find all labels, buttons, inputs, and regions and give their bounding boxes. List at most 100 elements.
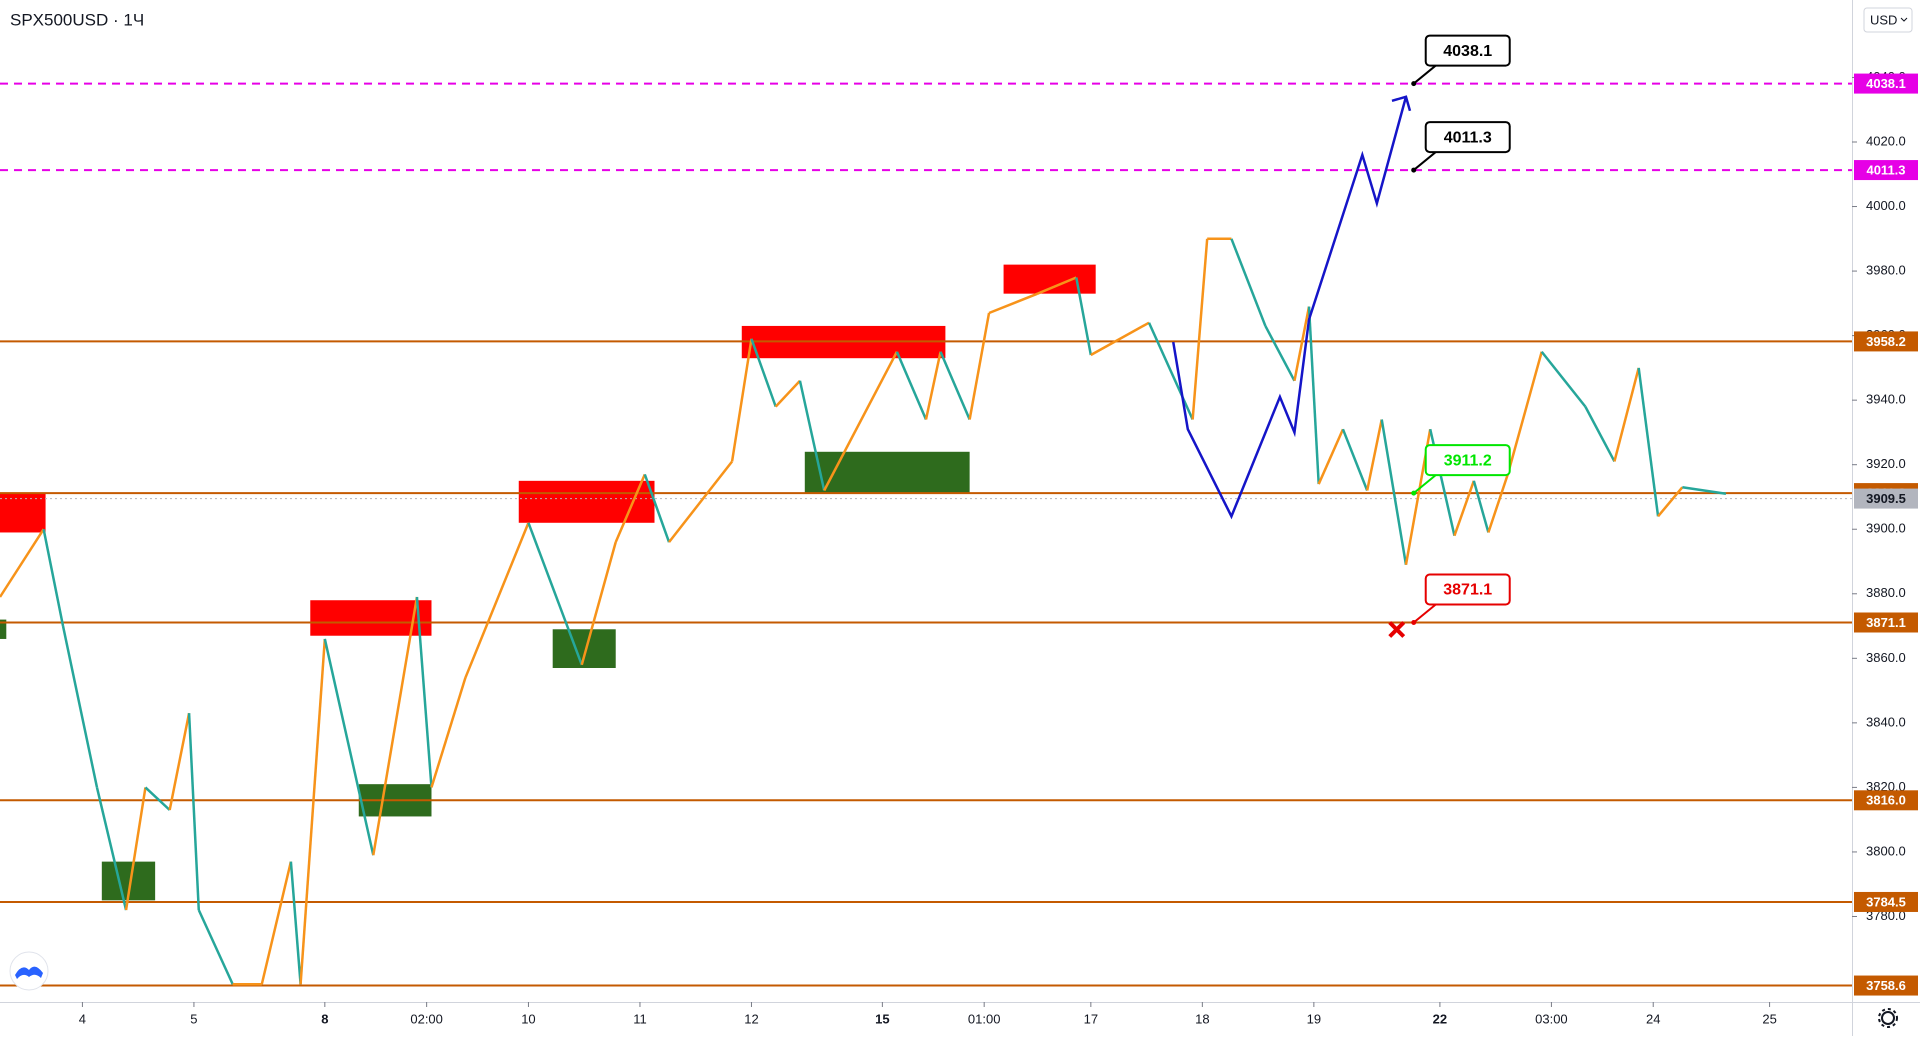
y-tick-label: 3940.0 bbox=[1866, 392, 1906, 407]
x-tick-label: 17 bbox=[1084, 1011, 1098, 1026]
callout-anchor bbox=[1411, 619, 1417, 625]
callout-label: 3871.1 bbox=[1443, 582, 1492, 599]
callout-pointer bbox=[1413, 474, 1437, 494]
currency-caret bbox=[1900, 17, 1908, 22]
level-label: 3758.6 bbox=[1866, 978, 1906, 993]
callout-label: 4011.3 bbox=[1444, 129, 1492, 146]
price-segment bbox=[124, 787, 147, 911]
callout-box bbox=[1424, 34, 1511, 67]
x-tick-label: 02:00 bbox=[410, 1011, 443, 1026]
price-segment bbox=[895, 351, 928, 421]
level-label: 3871.1 bbox=[1866, 615, 1906, 630]
projection-path bbox=[1172, 96, 1408, 520]
price-segment bbox=[580, 541, 617, 666]
gear-teeth[interactable] bbox=[1878, 1008, 1898, 1028]
gear-ring[interactable] bbox=[1881, 1011, 1895, 1025]
price-segment bbox=[750, 338, 777, 408]
zone bbox=[0, 619, 7, 639]
price-segment bbox=[1657, 486, 1684, 518]
price-segment bbox=[144, 786, 171, 811]
callout-anchor bbox=[1411, 490, 1417, 496]
price-segment bbox=[323, 638, 375, 856]
callout-pointer bbox=[1413, 151, 1437, 171]
price-segment bbox=[299, 638, 327, 985]
callout-label: 4038.1 bbox=[1443, 43, 1492, 60]
zone bbox=[552, 629, 616, 668]
price-segment bbox=[1264, 325, 1296, 382]
projection-arrowhead bbox=[1391, 95, 1412, 112]
level-tag bbox=[1854, 160, 1918, 181]
price-segment bbox=[1293, 306, 1311, 382]
price-segment bbox=[968, 312, 991, 420]
price-segment bbox=[1472, 480, 1490, 533]
price-segment bbox=[1613, 367, 1640, 462]
callout-box bbox=[1424, 121, 1511, 154]
price-segment bbox=[1037, 276, 1077, 295]
level-label: 3958.2 bbox=[1866, 334, 1906, 349]
level-label: 4038.1 bbox=[1866, 76, 1906, 91]
x-tick-label: 12 bbox=[744, 1011, 758, 1026]
price-segment bbox=[798, 380, 826, 491]
price-segment bbox=[197, 909, 234, 985]
price-segment bbox=[464, 522, 530, 679]
price-segment bbox=[1453, 480, 1476, 537]
x-tick-label: 18 bbox=[1195, 1011, 1209, 1026]
y-tick-label: 3860.0 bbox=[1866, 650, 1906, 665]
callout-anchor bbox=[1411, 167, 1417, 173]
level-tag bbox=[1854, 612, 1918, 633]
stop-cross bbox=[1388, 621, 1406, 638]
callout-pointer bbox=[1413, 64, 1437, 85]
y-tick-label: 3980.0 bbox=[1866, 263, 1906, 278]
y-tick-label: 4000.0 bbox=[1866, 198, 1906, 213]
price-segment bbox=[1365, 419, 1383, 491]
level-label: 3909.5 bbox=[1866, 491, 1906, 506]
x-tick-label: 15 bbox=[875, 1011, 889, 1026]
price-segment bbox=[1380, 419, 1408, 565]
level-tag bbox=[1854, 891, 1918, 912]
currency-button[interactable] bbox=[1863, 7, 1913, 33]
y-tick-label: 3920.0 bbox=[1866, 456, 1906, 471]
y-tick-label: 3880.0 bbox=[1866, 585, 1906, 600]
price-segment bbox=[1317, 428, 1345, 485]
x-tick-label: 5 bbox=[190, 1011, 197, 1026]
price-segment bbox=[42, 528, 65, 627]
level-tag bbox=[1854, 975, 1918, 996]
price-segment bbox=[1230, 238, 1267, 327]
settings-gear[interactable] bbox=[1878, 1008, 1898, 1028]
x-tick-label: 4 bbox=[79, 1011, 86, 1026]
price-segment bbox=[823, 351, 899, 492]
currency-label[interactable]: USD bbox=[1870, 12, 1897, 27]
price-segment bbox=[1487, 473, 1509, 533]
price-segment bbox=[730, 338, 753, 462]
price-segment bbox=[1506, 351, 1543, 475]
price-segment bbox=[430, 677, 467, 788]
price-segment bbox=[415, 596, 433, 788]
price-segment bbox=[939, 351, 971, 421]
level-tag bbox=[1854, 73, 1918, 94]
level-label: 3784.5 bbox=[1866, 894, 1906, 909]
price-segment bbox=[0, 528, 45, 598]
level-label: 4011.3 bbox=[1866, 163, 1905, 178]
price-segment bbox=[1682, 486, 1727, 495]
callout-pointer bbox=[1413, 603, 1437, 624]
price-segment bbox=[1637, 367, 1660, 517]
price-segment bbox=[1090, 321, 1150, 357]
price-segment bbox=[61, 625, 99, 788]
x-tick-label: 24 bbox=[1646, 1011, 1660, 1026]
price-segment bbox=[668, 460, 734, 543]
price-segment bbox=[774, 379, 801, 408]
x-tick-label: 22 bbox=[1433, 1011, 1447, 1026]
plot-area: 4038.1 4011.3 3911.2 3871.1 bbox=[0, 34, 1852, 987]
x-tick-label: 10 bbox=[521, 1011, 535, 1026]
price-segment bbox=[1540, 350, 1587, 408]
level-tag bbox=[1854, 331, 1918, 352]
logo-icon bbox=[15, 966, 43, 979]
price-segment bbox=[95, 787, 128, 911]
price-segment bbox=[1147, 322, 1194, 421]
x-tick-label: 8 bbox=[321, 1011, 328, 1026]
zone bbox=[804, 451, 970, 494]
callout-label: 3911.2 bbox=[1444, 452, 1492, 469]
y-tick-label: 3840.0 bbox=[1866, 714, 1906, 729]
